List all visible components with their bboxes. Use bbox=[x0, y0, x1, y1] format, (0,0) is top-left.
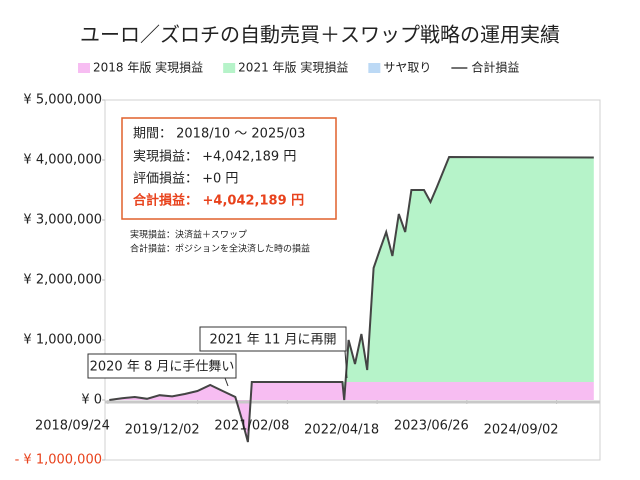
area bbox=[109, 382, 594, 442]
y-tick-label: ¥ 1,000,000 bbox=[23, 333, 102, 348]
x-tick-label: 2024/09/02 bbox=[484, 423, 559, 438]
annotation-box bbox=[199, 326, 347, 352]
legend-swatch bbox=[223, 63, 236, 73]
y-tick-label: ¥ 0 bbox=[81, 393, 102, 408]
summary-line: 実現損益： +4,042,189 円 bbox=[133, 149, 296, 165]
legend-label: 2021 年版 実現損益 bbox=[238, 60, 348, 75]
x-tick-label: 2018/09/24 bbox=[35, 419, 110, 434]
y-tick-label: ¥ 2,000,000 bbox=[23, 273, 102, 288]
summary-line: 期間： 2018/10 ～ 2025/03 bbox=[133, 127, 305, 142]
annotation-pointer bbox=[344, 350, 348, 379]
y-tick-label: ¥ 5,000,000 bbox=[23, 93, 102, 108]
summary-line: 評価損益： +0 円 bbox=[133, 172, 238, 187]
summary-box bbox=[121, 117, 337, 220]
annotation: 2021 年 11 月に再開 bbox=[209, 333, 336, 348]
summary-total: 合計損益： +4,042,189 円 bbox=[133, 193, 304, 209]
annotation-pointer bbox=[224, 377, 229, 387]
legend-swatch bbox=[78, 63, 90, 73]
legend-swatch bbox=[368, 63, 381, 73]
annotation: 2020 年 8 月に手仕舞い bbox=[90, 360, 235, 375]
area bbox=[109, 157, 594, 442]
overlay: 期間： 2018/10 ～ 2025/03 実現損益： +4,042,189 円… bbox=[87, 117, 348, 387]
legend-label: 2018 年版 実現損益 bbox=[93, 60, 203, 75]
x-tick-label: 2019/12/02 bbox=[125, 423, 200, 438]
x-tick-label: 2021/02/08 bbox=[214, 419, 289, 434]
note: 合計損益：ポジションを全決済した時の損益 bbox=[130, 243, 310, 255]
legend-label: サヤ取り bbox=[383, 61, 431, 75]
x-tick-label: 2022/04/18 bbox=[304, 423, 379, 438]
plot-area bbox=[102, 99, 600, 461]
y-tick-label: - ¥ 1,000,000 bbox=[15, 453, 102, 468]
legend-label: 合計損益 bbox=[471, 60, 519, 75]
y-tick-label: ¥ 3,000,000 bbox=[23, 213, 102, 228]
y-tick-label: ¥ 4,000,000 bbox=[23, 153, 102, 168]
annotation-box bbox=[87, 353, 237, 379]
note: 実現損益：決済益＋スワップ bbox=[130, 229, 247, 241]
x-tick-label: 2023/06/26 bbox=[394, 419, 469, 434]
chart-title: ユーロ／ズロチの自動売買＋スワップ戦略の運用実績 bbox=[80, 23, 560, 47]
